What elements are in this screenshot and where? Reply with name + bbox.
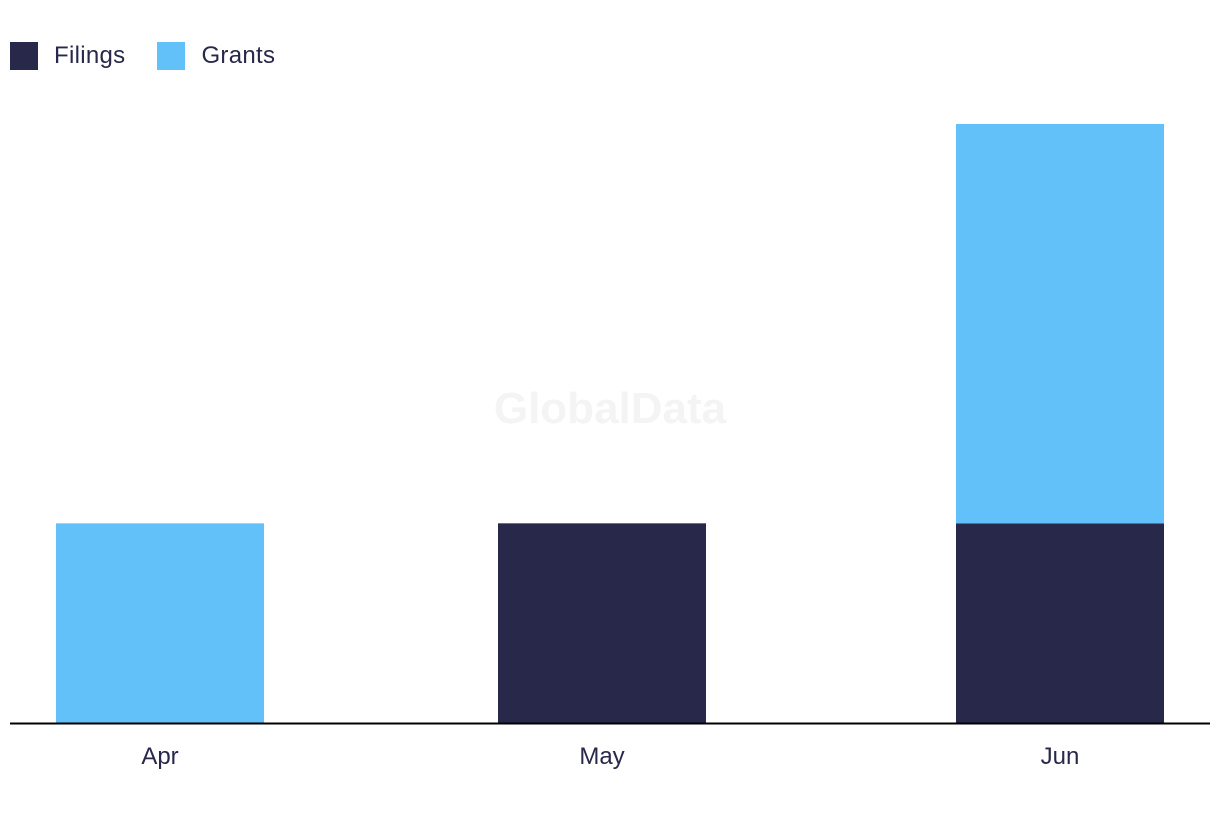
x-tick-label-may: May	[579, 743, 624, 770]
legend-label-grants: Grants	[201, 42, 276, 69]
watermark: GlobalData	[493, 384, 727, 433]
legend-swatch-filings	[10, 42, 38, 70]
chart-legend: Filings Grants	[10, 42, 307, 70]
bar-filings-jun	[956, 523, 1164, 723]
legend-item-filings: Filings	[10, 42, 125, 70]
x-tick-label-jun: Jun	[1041, 743, 1080, 770]
legend-label-filings: Filings	[54, 42, 126, 69]
bar-filings-may	[498, 523, 706, 723]
x-tick-label-apr: Apr	[141, 743, 178, 770]
bar-grants-jun	[956, 124, 1164, 524]
bar-grants-apr	[56, 523, 264, 723]
legend-item-grants: Grants	[157, 42, 275, 70]
legend-swatch-grants	[157, 42, 186, 70]
